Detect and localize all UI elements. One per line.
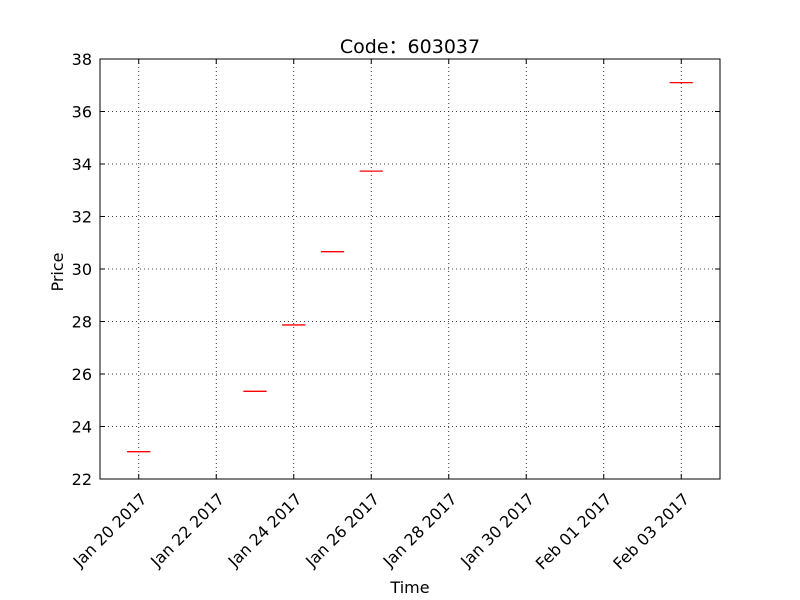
grid-lines [100, 59, 720, 479]
y-tick-label: 28 [72, 313, 92, 332]
y-tick-label: 24 [72, 418, 92, 437]
y-axis-label: Price [48, 252, 67, 291]
y-tick-label: 36 [72, 103, 92, 122]
y-tick-label: 32 [72, 208, 92, 227]
y-axis-ticks: 22 24 26 28 30 32 34 36 38 [72, 50, 720, 489]
x-axis-label: Time [389, 578, 429, 597]
chart-title: Code：603037 [340, 36, 480, 58]
y-tick-label: 38 [72, 50, 92, 69]
y-tick-label: 30 [72, 260, 92, 279]
data-marks [127, 81, 693, 453]
y-tick-label: 26 [72, 365, 92, 384]
y-tick-label: 22 [72, 470, 92, 489]
y-tick-label: 34 [72, 155, 92, 174]
